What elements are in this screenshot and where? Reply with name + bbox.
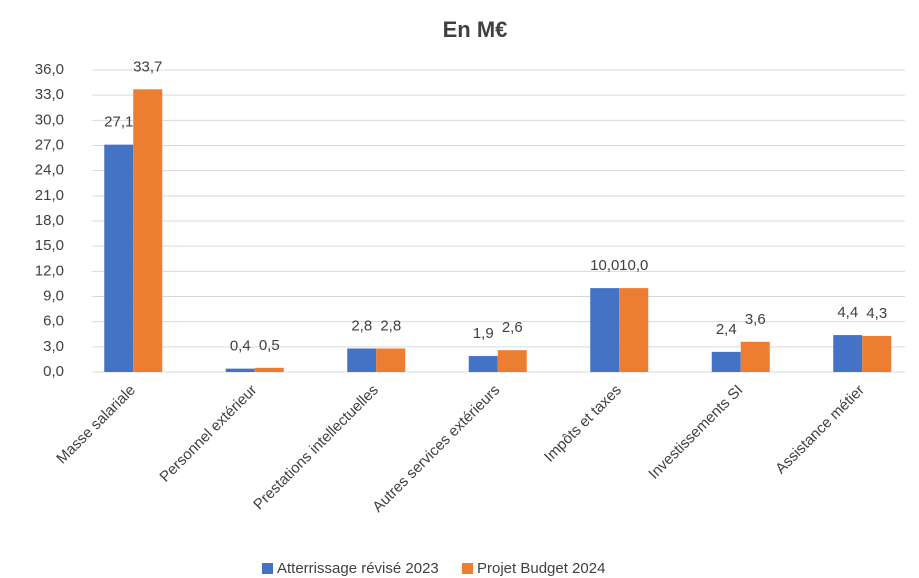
bar bbox=[590, 288, 620, 372]
x-tick-label: Assistance métier bbox=[772, 382, 868, 478]
bar bbox=[225, 368, 255, 372]
value-label: 2,4 bbox=[716, 321, 737, 338]
value-label: 33,7 bbox=[133, 58, 162, 75]
bar bbox=[347, 348, 377, 372]
y-tick-label: 6,0 bbox=[43, 313, 64, 330]
value-label: 1,9 bbox=[473, 325, 494, 342]
bar bbox=[833, 335, 863, 372]
y-tick-label: 0,0 bbox=[43, 363, 64, 380]
bar bbox=[862, 335, 892, 372]
legend-swatch bbox=[462, 563, 473, 574]
y-tick-label: 33,0 bbox=[35, 86, 64, 103]
bar bbox=[740, 341, 770, 372]
value-label: 27,1 bbox=[104, 114, 133, 131]
value-label: 4,3 bbox=[866, 305, 887, 322]
value-label: 3,6 bbox=[745, 311, 766, 328]
y-tick-label: 30,0 bbox=[35, 111, 64, 128]
bar bbox=[468, 356, 498, 372]
value-label: 2,8 bbox=[380, 317, 401, 334]
x-tick-label: Masse salariale bbox=[53, 382, 139, 468]
value-label: 4,4 bbox=[837, 304, 858, 321]
value-label: 10,0 bbox=[590, 257, 619, 274]
x-tick-label: Autres services extérieurs bbox=[369, 382, 503, 516]
value-label: 2,8 bbox=[351, 317, 372, 334]
y-tick-label: 15,0 bbox=[35, 237, 64, 254]
y-tick-label: 27,0 bbox=[35, 136, 64, 153]
legend-label: Atterrissage révisé 2023 bbox=[277, 560, 439, 577]
x-tick-label: Investissements SI bbox=[645, 382, 746, 483]
y-tick-label: 3,0 bbox=[43, 338, 64, 355]
legend-label: Projet Budget 2024 bbox=[477, 560, 605, 577]
bar bbox=[133, 89, 163, 373]
x-tick-label: Personnel extérieur bbox=[156, 382, 260, 486]
y-tick-label: 21,0 bbox=[35, 187, 64, 204]
y-tick-label: 18,0 bbox=[35, 212, 64, 229]
value-label: 0,5 bbox=[259, 337, 280, 354]
y-tick-label: 36,0 bbox=[35, 61, 64, 78]
value-label: 0,4 bbox=[230, 338, 251, 355]
bar bbox=[497, 350, 527, 372]
x-tick-label: Prestations intellectuelles bbox=[250, 382, 382, 514]
bar bbox=[376, 348, 406, 372]
x-tick-label: Impôts et taxes bbox=[541, 382, 625, 466]
y-tick-label: 24,0 bbox=[35, 162, 64, 179]
bar bbox=[104, 144, 134, 372]
y-tick-label: 9,0 bbox=[43, 287, 64, 304]
chart-title: En M€ bbox=[443, 17, 508, 42]
bar bbox=[619, 288, 649, 372]
value-label: 10,0 bbox=[619, 257, 648, 274]
value-label: 2,6 bbox=[502, 319, 523, 336]
legend-swatch bbox=[262, 563, 273, 574]
bar bbox=[711, 351, 741, 372]
y-tick-label: 12,0 bbox=[35, 262, 64, 279]
bar bbox=[254, 367, 284, 372]
